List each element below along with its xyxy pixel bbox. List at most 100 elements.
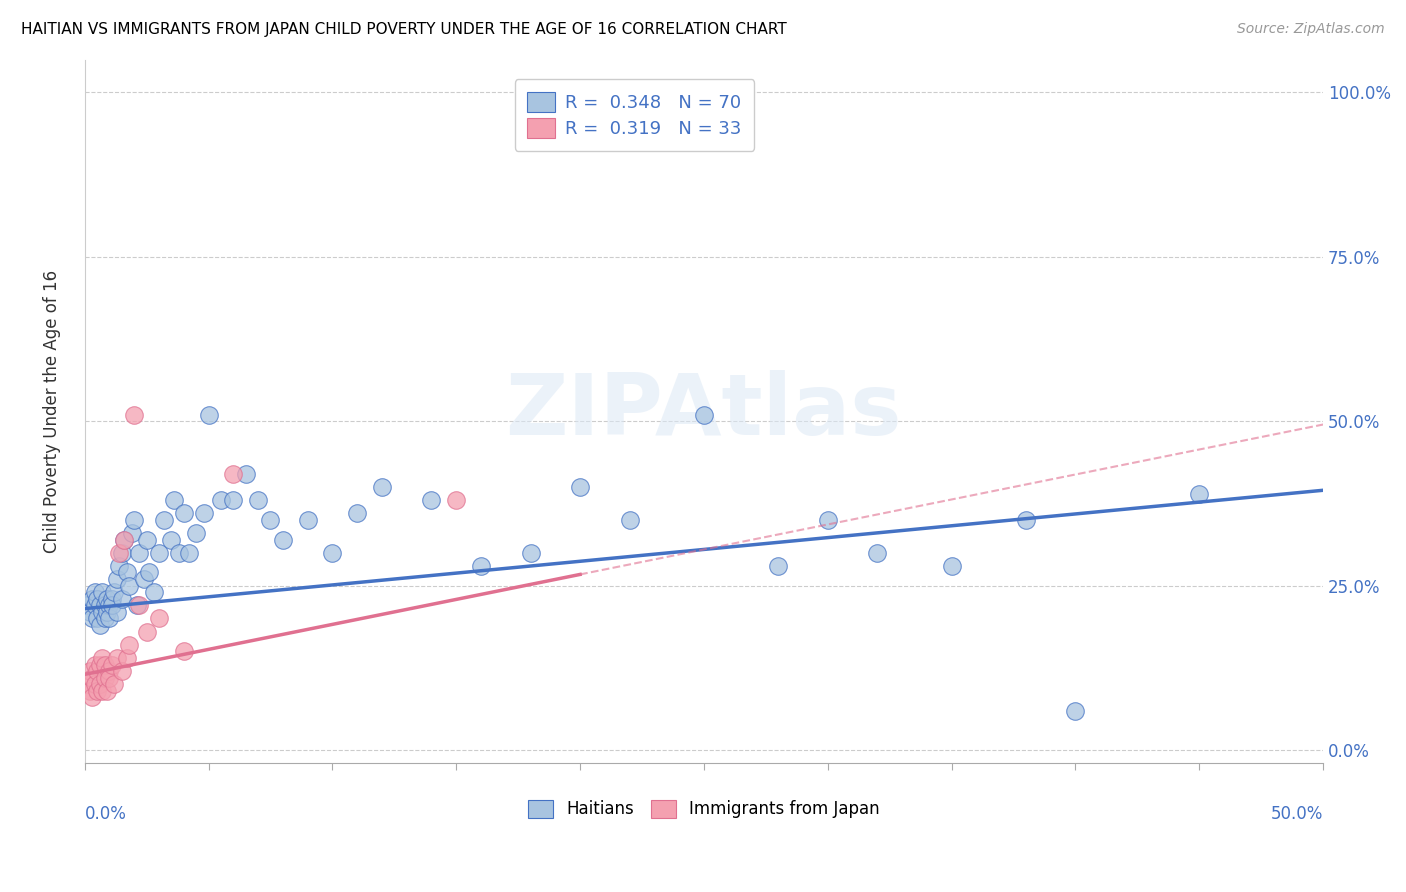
Point xyxy=(98,611,121,625)
Point xyxy=(86,611,108,625)
Legend: Haitians, Immigrants from Japan: Haitians, Immigrants from Japan xyxy=(522,793,886,825)
Point xyxy=(93,671,115,685)
Point xyxy=(103,677,125,691)
Point xyxy=(91,683,114,698)
Point xyxy=(82,611,104,625)
Point xyxy=(167,546,190,560)
Point xyxy=(101,599,124,613)
Point xyxy=(96,591,118,606)
Point xyxy=(866,546,889,560)
Point xyxy=(93,657,115,672)
Text: ZIPAtlas: ZIPAtlas xyxy=(506,370,903,453)
Point xyxy=(1064,704,1087,718)
Point xyxy=(122,408,145,422)
Point xyxy=(1188,486,1211,500)
Text: 0.0%: 0.0% xyxy=(84,805,127,823)
Point xyxy=(108,558,131,573)
Point xyxy=(193,506,215,520)
Point xyxy=(177,546,200,560)
Point xyxy=(105,605,128,619)
Point xyxy=(118,579,141,593)
Point xyxy=(148,611,170,625)
Point xyxy=(105,572,128,586)
Point xyxy=(91,605,114,619)
Point xyxy=(89,657,111,672)
Point xyxy=(160,533,183,547)
Point xyxy=(153,513,176,527)
Point xyxy=(108,546,131,560)
Point xyxy=(138,566,160,580)
Point xyxy=(83,599,105,613)
Point xyxy=(79,605,101,619)
Point xyxy=(98,671,121,685)
Point xyxy=(371,480,394,494)
Point xyxy=(519,546,541,560)
Point xyxy=(122,513,145,527)
Point xyxy=(121,526,143,541)
Point xyxy=(148,546,170,560)
Point xyxy=(111,591,134,606)
Point xyxy=(82,671,104,685)
Point xyxy=(321,546,343,560)
Point xyxy=(82,591,104,606)
Point xyxy=(173,644,195,658)
Point xyxy=(135,624,157,639)
Point xyxy=(103,585,125,599)
Point xyxy=(446,493,468,508)
Point xyxy=(76,599,98,613)
Point xyxy=(91,585,114,599)
Text: HAITIAN VS IMMIGRANTS FROM JAPAN CHILD POVERTY UNDER THE AGE OF 16 CORRELATION C: HAITIAN VS IMMIGRANTS FROM JAPAN CHILD P… xyxy=(21,22,787,37)
Point xyxy=(259,513,281,527)
Text: Source: ZipAtlas.com: Source: ZipAtlas.com xyxy=(1237,22,1385,37)
Point xyxy=(115,651,138,665)
Point xyxy=(111,546,134,560)
Point xyxy=(128,546,150,560)
Point xyxy=(79,683,101,698)
Point xyxy=(91,651,114,665)
Point xyxy=(173,506,195,520)
Point xyxy=(163,493,186,508)
Point xyxy=(420,493,443,508)
Point xyxy=(111,664,134,678)
Point xyxy=(86,683,108,698)
Point xyxy=(693,408,716,422)
Point xyxy=(96,605,118,619)
Point xyxy=(768,558,790,573)
Point xyxy=(222,467,245,481)
Point xyxy=(76,677,98,691)
Point xyxy=(222,493,245,508)
Point xyxy=(247,493,270,508)
Point xyxy=(89,677,111,691)
Point xyxy=(115,566,138,580)
Point xyxy=(83,677,105,691)
Point xyxy=(470,558,492,573)
Point xyxy=(98,599,121,613)
Point xyxy=(1015,513,1038,527)
Point xyxy=(101,657,124,672)
Point xyxy=(569,480,592,494)
Point xyxy=(105,651,128,665)
Point xyxy=(941,558,963,573)
Point xyxy=(112,533,135,547)
Point xyxy=(89,599,111,613)
Point xyxy=(186,526,208,541)
Point xyxy=(619,513,641,527)
Point xyxy=(209,493,232,508)
Point xyxy=(79,664,101,678)
Point xyxy=(134,572,156,586)
Point xyxy=(96,683,118,698)
Point xyxy=(271,533,294,547)
Point xyxy=(143,585,166,599)
Point xyxy=(297,513,319,527)
Point xyxy=(346,506,368,520)
Point xyxy=(86,591,108,606)
Point xyxy=(83,585,105,599)
Point xyxy=(93,611,115,625)
Text: 50.0%: 50.0% xyxy=(1271,805,1323,823)
Point xyxy=(112,533,135,547)
Point xyxy=(89,618,111,632)
Point xyxy=(93,599,115,613)
Point xyxy=(98,664,121,678)
Point xyxy=(817,513,839,527)
Point xyxy=(197,408,219,422)
